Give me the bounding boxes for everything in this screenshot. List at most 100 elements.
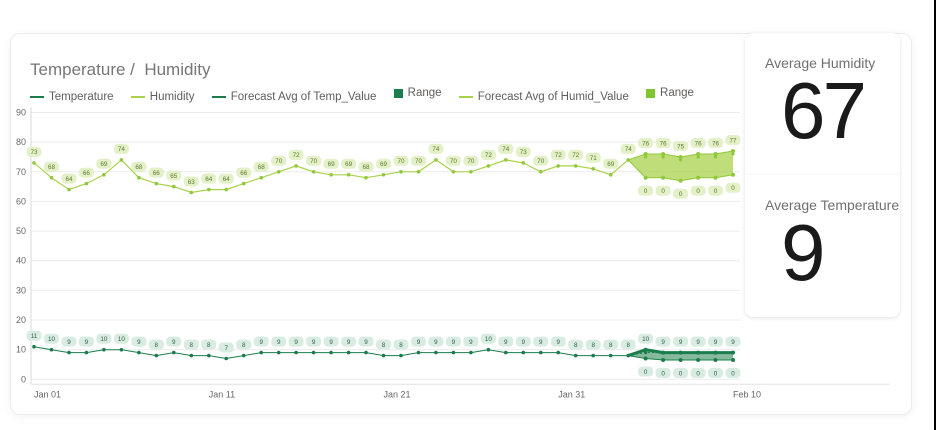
svg-text:68: 68 <box>258 164 266 171</box>
svg-text:9: 9 <box>312 339 316 346</box>
svg-text:9: 9 <box>67 339 71 346</box>
svg-text:9: 9 <box>137 339 141 346</box>
svg-text:Jan 01: Jan 01 <box>34 389 61 399</box>
svg-text:72: 72 <box>555 152 563 159</box>
svg-text:0: 0 <box>679 191 683 198</box>
svg-text:64: 64 <box>223 176 231 183</box>
svg-text:71: 71 <box>590 155 598 162</box>
svg-text:9: 9 <box>696 339 700 346</box>
svg-text:0: 0 <box>661 188 665 195</box>
svg-text:69: 69 <box>345 161 353 168</box>
svg-text:76: 76 <box>642 140 650 147</box>
svg-text:9: 9 <box>731 339 735 346</box>
svg-text:68: 68 <box>362 164 370 171</box>
svg-text:9: 9 <box>469 339 473 346</box>
svg-text:66: 66 <box>153 170 161 177</box>
svg-text:9: 9 <box>85 339 89 346</box>
svg-text:70: 70 <box>275 158 283 165</box>
svg-text:70: 70 <box>467 158 475 165</box>
svg-text:9: 9 <box>714 339 718 346</box>
svg-text:0: 0 <box>661 370 665 377</box>
svg-text:8: 8 <box>207 342 211 349</box>
svg-text:7: 7 <box>224 345 228 352</box>
svg-text:50: 50 <box>16 226 26 236</box>
svg-text:9: 9 <box>539 339 543 346</box>
svg-text:10: 10 <box>642 336 650 343</box>
svg-text:9: 9 <box>556 339 560 346</box>
svg-text:70: 70 <box>415 158 423 165</box>
svg-text:73: 73 <box>520 149 528 156</box>
svg-text:8: 8 <box>242 342 246 349</box>
svg-text:70: 70 <box>537 158 545 165</box>
svg-text:74: 74 <box>118 146 126 153</box>
svg-text:8: 8 <box>190 342 194 349</box>
svg-text:0: 0 <box>731 370 735 377</box>
svg-text:9: 9 <box>661 339 665 346</box>
svg-text:10: 10 <box>118 336 126 343</box>
svg-text:75: 75 <box>677 143 685 150</box>
svg-text:9: 9 <box>417 339 421 346</box>
svg-text:68: 68 <box>48 164 56 171</box>
svg-text:9: 9 <box>259 339 263 346</box>
svg-text:0: 0 <box>696 370 700 377</box>
svg-text:74: 74 <box>625 146 633 153</box>
svg-text:69: 69 <box>328 161 336 168</box>
svg-text:9: 9 <box>364 339 368 346</box>
svg-text:40: 40 <box>16 256 26 266</box>
svg-text:9: 9 <box>452 339 456 346</box>
svg-text:66: 66 <box>83 170 91 177</box>
svg-text:10: 10 <box>16 345 26 355</box>
svg-text:9: 9 <box>277 339 281 346</box>
svg-text:0: 0 <box>679 370 683 377</box>
svg-text:76: 76 <box>695 140 703 147</box>
svg-text:9: 9 <box>172 339 176 346</box>
svg-text:70: 70 <box>16 167 26 177</box>
svg-text:Jan 11: Jan 11 <box>209 389 235 399</box>
svg-text:69: 69 <box>607 161 615 168</box>
svg-text:74: 74 <box>432 146 440 153</box>
svg-text:0: 0 <box>714 370 718 377</box>
svg-text:69: 69 <box>380 161 388 168</box>
svg-text:9: 9 <box>504 339 508 346</box>
svg-text:66: 66 <box>240 170 248 177</box>
svg-text:8: 8 <box>399 342 403 349</box>
svg-text:Feb 10: Feb 10 <box>733 389 761 399</box>
svg-text:0: 0 <box>644 369 648 376</box>
svg-text:30: 30 <box>16 285 26 295</box>
svg-text:11: 11 <box>31 333 38 340</box>
svg-text:0: 0 <box>731 185 735 192</box>
svg-text:10: 10 <box>48 336 56 343</box>
svg-text:0: 0 <box>21 374 26 384</box>
svg-text:60: 60 <box>16 196 26 206</box>
svg-text:72: 72 <box>572 152 580 159</box>
svg-text:10: 10 <box>485 336 493 343</box>
svg-text:9: 9 <box>347 339 351 346</box>
svg-text:20: 20 <box>16 315 26 325</box>
svg-text:Jan 21: Jan 21 <box>384 389 411 399</box>
svg-text:64: 64 <box>205 176 213 183</box>
svg-text:70: 70 <box>310 158 318 165</box>
svg-text:76: 76 <box>660 140 668 147</box>
svg-text:0: 0 <box>696 188 700 195</box>
svg-text:8: 8 <box>155 342 159 349</box>
svg-text:8: 8 <box>609 342 613 349</box>
svg-text:0: 0 <box>714 188 718 195</box>
svg-text:68: 68 <box>135 164 143 171</box>
svg-text:70: 70 <box>397 158 405 165</box>
svg-text:10: 10 <box>100 336 108 343</box>
svg-text:70: 70 <box>450 158 458 165</box>
svg-text:80: 80 <box>16 137 26 147</box>
svg-text:9: 9 <box>294 339 298 346</box>
svg-text:9: 9 <box>329 339 333 346</box>
svg-text:63: 63 <box>188 179 196 186</box>
svg-text:8: 8 <box>574 342 578 349</box>
svg-text:9: 9 <box>522 339 526 346</box>
svg-text:9: 9 <box>679 339 683 346</box>
svg-text:65: 65 <box>170 173 178 180</box>
svg-text:72: 72 <box>293 152 301 159</box>
svg-text:Jan 31: Jan 31 <box>558 389 585 399</box>
svg-text:9: 9 <box>434 339 438 346</box>
svg-text:90: 90 <box>16 108 26 118</box>
svg-text:0: 0 <box>644 188 648 195</box>
svg-text:8: 8 <box>382 342 386 349</box>
